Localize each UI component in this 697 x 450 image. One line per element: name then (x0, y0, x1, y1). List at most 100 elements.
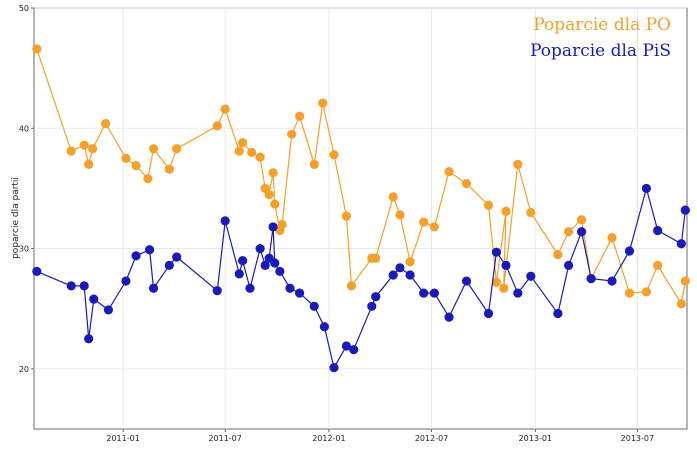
data-point-pis (607, 276, 617, 286)
data-point-po (501, 206, 511, 216)
data-point-po (641, 287, 651, 297)
data-point-po (513, 159, 523, 169)
data-point-pis (388, 270, 398, 280)
data-point-pis (309, 301, 319, 311)
data-point-pis (270, 258, 280, 268)
data-point-po (461, 179, 472, 189)
data-point-po (66, 146, 76, 156)
data-point-pis (329, 363, 339, 373)
data-point-po (419, 217, 429, 227)
data-point-pis (285, 283, 295, 293)
data-point-po (143, 174, 153, 184)
data-point-pis (576, 227, 587, 237)
data-point-po (268, 168, 278, 178)
data-point-po (131, 160, 141, 171)
plot-background (33, 7, 688, 430)
data-point-pis (641, 183, 651, 194)
y-tick-label: 30 (19, 245, 29, 254)
data-point-pis (245, 283, 255, 293)
axes: 20 30 40 50 2011-01 2011-07 2012-01 2012-07 2013… (19, 4, 654, 443)
data-point-pis (371, 292, 381, 302)
data-point-po (624, 288, 635, 298)
data-point-pis (164, 260, 174, 271)
data-point-pis (131, 251, 141, 261)
x-tick-label: 2012-07 (415, 434, 448, 443)
data-point-po (329, 150, 339, 160)
data-point-po (79, 140, 89, 150)
legend-entry-po: Poparcie dla PO (533, 15, 671, 35)
data-point-pis (172, 252, 182, 262)
data-point-pis (553, 308, 563, 319)
data-point-pis (275, 266, 285, 277)
data-point-pis (461, 276, 472, 286)
data-point-pis (260, 260, 270, 271)
data-point-po (88, 144, 98, 154)
data-point-po (429, 222, 439, 232)
data-point-pis (234, 269, 244, 279)
data-point-po (576, 215, 587, 225)
data-point-po (405, 257, 415, 267)
data-point-pis (501, 260, 511, 271)
data-point-po (680, 276, 690, 286)
data-point-pis (483, 308, 494, 319)
data-point-pis (238, 256, 248, 266)
data-point-pis (680, 205, 690, 215)
data-point-pis (103, 305, 114, 315)
data-point-pis (653, 225, 663, 236)
data-point-pis (349, 345, 359, 355)
x-tick-label: 2013-01 (519, 434, 552, 443)
data-point-pis (84, 334, 94, 344)
data-point-pis (145, 245, 155, 255)
data-point-pis (513, 288, 523, 298)
data-point-pis (148, 283, 159, 293)
data-point-po (676, 299, 686, 309)
data-point-po (553, 249, 563, 260)
data-point-pis (121, 276, 131, 286)
data-point-po (247, 147, 257, 157)
data-point-po (101, 118, 111, 129)
legend: Poparcie dla PO Poparcie dla PiS (530, 15, 671, 61)
data-point-po (294, 111, 305, 121)
data-point-po (212, 121, 222, 131)
data-point-po (255, 152, 265, 162)
data-point-po (84, 159, 94, 169)
data-point-pis (294, 288, 305, 298)
data-point-po (277, 219, 287, 230)
data-point-pis (395, 263, 405, 273)
data-point-po (499, 283, 509, 293)
data-point-po (371, 253, 381, 263)
data-point-pis (66, 281, 76, 291)
series-layer (32, 44, 690, 373)
data-point-po (121, 153, 131, 163)
data-point-po (164, 164, 174, 174)
series-line-pis (36, 186, 686, 370)
data-point-pis (586, 274, 596, 284)
data-point-pis (563, 260, 574, 271)
y-tick-label: 40 (19, 124, 29, 133)
data-point-pis (212, 286, 222, 296)
y-tick-label: 20 (19, 365, 29, 374)
x-tick-label: 2013-07 (621, 434, 654, 443)
data-point-po (270, 199, 280, 209)
data-point-po (395, 210, 405, 220)
data-point-pis (429, 288, 439, 298)
data-point-po (444, 166, 454, 177)
series-po (32, 44, 690, 309)
y-axis-title: poparcie dla partii (11, 177, 21, 259)
data-point-pis (444, 312, 454, 322)
data-point-po (287, 129, 297, 139)
data-point-po (341, 211, 352, 221)
data-point-pis (526, 271, 536, 281)
data-point-pis (32, 266, 42, 277)
data-point-po (32, 44, 42, 54)
data-point-po (526, 207, 536, 218)
data-point-po (318, 98, 328, 108)
data-point-pis (676, 239, 686, 249)
data-point-po (483, 200, 494, 210)
data-point-pis (419, 288, 429, 298)
data-point-pis (319, 322, 330, 332)
data-point-pis (89, 294, 99, 304)
data-point-po (607, 233, 617, 243)
data-point-pis (268, 222, 278, 232)
